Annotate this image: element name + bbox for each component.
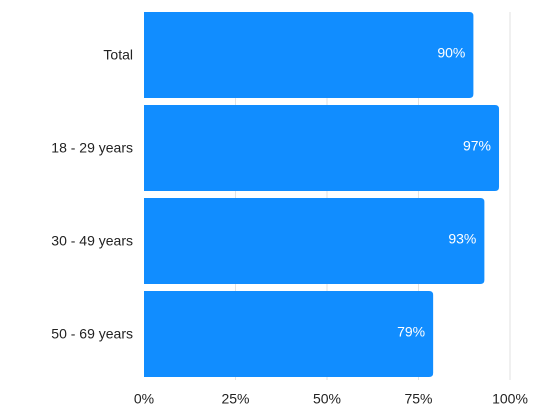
bars xyxy=(144,12,500,377)
data-label: 79% xyxy=(397,324,425,340)
bar xyxy=(144,12,474,98)
data-label: 93% xyxy=(448,231,476,247)
data-label: 97% xyxy=(463,138,491,154)
x-tick-label: 0% xyxy=(134,391,154,407)
x-tick-label: 50% xyxy=(313,391,341,407)
bar xyxy=(144,198,485,284)
bar xyxy=(144,105,500,191)
x-tick-label: 75% xyxy=(404,391,432,407)
category-label: Total xyxy=(103,47,133,63)
bar xyxy=(144,291,434,377)
category-label: 50 - 69 years xyxy=(51,326,133,342)
x-tick-label: 100% xyxy=(492,391,528,407)
labels: 90% Total 97% 18 - 29 years 93% 30 - 49 years… xyxy=(51,45,528,407)
x-tick-label: 25% xyxy=(221,391,249,407)
category-label: 18 - 29 years xyxy=(51,140,133,156)
category-label: 30 - 49 years xyxy=(51,233,133,249)
data-label: 90% xyxy=(437,45,465,61)
